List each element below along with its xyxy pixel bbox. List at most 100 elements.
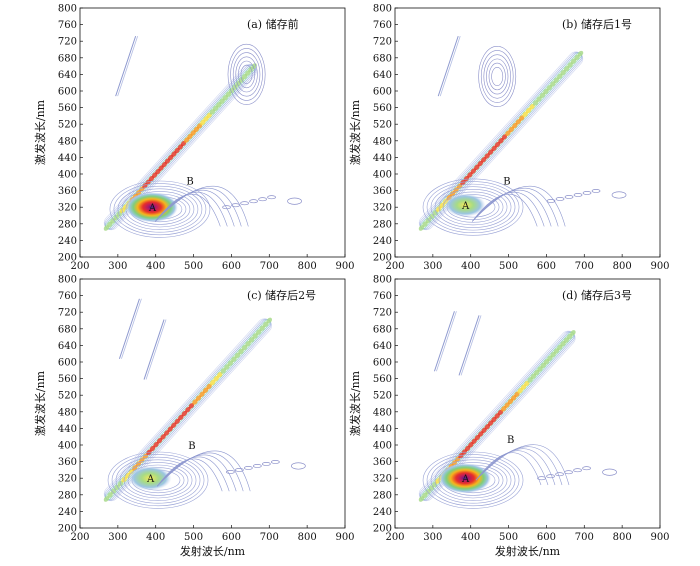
peak-contour: [471, 193, 538, 227]
panel-title: (a) 储存前: [247, 17, 299, 31]
panel-d: A B 200 300 400 500 600 700 800 900 200 240 280 320 36…: [348, 275, 670, 559]
peak-b: [471, 185, 566, 227]
rayleigh-bead: [170, 422, 177, 429]
x-tick-label: 600: [537, 261, 556, 272]
rayleigh-bead: [185, 406, 191, 413]
x-axis-title: 发射波长/nm: [180, 544, 246, 558]
x-tick-label: 300: [423, 532, 442, 543]
y-tick-label: 360: [373, 457, 392, 468]
x-tick-label: 800: [298, 261, 317, 272]
rayleigh-band: [103, 63, 257, 231]
y-tick-label: 720: [373, 37, 392, 48]
x-tick-label: 500: [184, 532, 203, 543]
plot-area: [103, 298, 306, 509]
rayleigh-bead: [167, 426, 173, 432]
rayleigh-bead: [192, 399, 198, 405]
panel-title: (c) 储存后2号: [247, 288, 316, 302]
y-tick-label: 680: [373, 53, 392, 64]
scatter-feature: [437, 35, 461, 97]
y-tick-label: 720: [373, 308, 392, 319]
y-tick-label: 480: [58, 407, 77, 418]
scatter-feature: [118, 298, 142, 359]
rayleigh-bead: [163, 430, 170, 436]
y-tick-label: 600: [373, 87, 392, 98]
y-tick-label: 360: [58, 186, 77, 197]
y-tick-label: 800: [373, 275, 392, 286]
peak-contour: [434, 186, 512, 228]
scatter-feature: [537, 466, 617, 481]
peak-contour: [156, 456, 230, 492]
scatter-chain-ellipse: [262, 462, 271, 466]
y-tick-label: 520: [58, 391, 77, 402]
y-tick-label: 560: [373, 103, 392, 114]
rayleigh-bead: [181, 410, 188, 417]
peak-contour: [155, 193, 221, 227]
peak-core: [444, 193, 486, 217]
peak-contour: [125, 191, 195, 228]
x-tick-label: 700: [260, 261, 279, 272]
scatter-feature: [433, 311, 457, 372]
peak-a: [109, 180, 211, 238]
upper-contour-ring: [491, 66, 504, 86]
second-order-streak: [118, 298, 140, 359]
upper-contour-ring: [232, 52, 261, 97]
second-order-streak: [433, 311, 455, 372]
y-tick-label: 600: [58, 87, 77, 98]
y-tick-label: 280: [373, 219, 392, 230]
scatter-feature: [143, 319, 167, 380]
rayleigh-bead: [209, 379, 216, 386]
second-order-streak: [460, 315, 482, 376]
y-tick-label: 680: [58, 53, 77, 64]
peak-label-b: B: [507, 435, 514, 446]
scatter-chain-ellipse: [564, 470, 573, 475]
second-order-streak: [436, 311, 457, 372]
x-tick-label: 400: [146, 261, 165, 272]
peak-b: [475, 444, 570, 486]
y-tick-label: 760: [373, 20, 392, 31]
peak-contour: [475, 450, 549, 486]
y-tick-label: 560: [373, 374, 392, 385]
peak-a: [422, 451, 524, 509]
rayleigh-bead: [107, 492, 113, 498]
plot-frame: [79, 7, 346, 258]
peak-contour: [422, 451, 524, 509]
rayleigh-band: [103, 317, 273, 502]
upper-contour-ring: [486, 58, 509, 95]
peak-contour: [156, 450, 251, 492]
rayleigh-bead: [252, 333, 258, 339]
y-tick-label: 360: [58, 457, 77, 468]
y-axis-title: 激发波长/nm: [33, 99, 47, 165]
x-tick-label: 300: [423, 261, 442, 272]
rayleigh-band: [418, 50, 584, 231]
second-order-streak: [143, 319, 165, 380]
scatter-chain-ellipse: [249, 199, 258, 204]
x-tick-label: 900: [335, 261, 354, 272]
y-tick-label: 800: [58, 275, 77, 286]
y-tick-label: 200: [58, 524, 77, 535]
y-tick-label: 480: [373, 136, 392, 147]
y-tick-label: 240: [373, 507, 392, 518]
x-tick-label: 500: [499, 261, 518, 272]
scatter-chain-ellipse: [240, 201, 249, 206]
y-tick-label: 560: [58, 103, 77, 114]
x-tick-label: 900: [650, 261, 669, 272]
scatter-chain-ellipse: [267, 195, 276, 200]
y-tick-label: 640: [373, 341, 392, 352]
peak-core: [128, 465, 172, 491]
peak-contour: [426, 181, 520, 234]
scatter-feature: [222, 195, 302, 210]
y-tick-label: 240: [58, 507, 77, 518]
y-tick-label: 520: [58, 120, 77, 131]
scatter-chain-ellipse: [244, 466, 253, 470]
x-tick-label: 500: [499, 532, 518, 543]
y-tick-label: 680: [373, 324, 392, 335]
peak-contour: [117, 185, 203, 233]
scatter-feature: [458, 315, 482, 376]
scatter-chain-ellipse: [582, 191, 592, 195]
y-tick-label: 520: [373, 120, 392, 131]
scatter-chain-ellipse: [602, 468, 617, 476]
upper-contour-ring: [227, 43, 266, 105]
x-tick-label: 300: [108, 532, 127, 543]
peak-contour: [471, 191, 545, 227]
rayleigh-bead: [570, 330, 576, 336]
